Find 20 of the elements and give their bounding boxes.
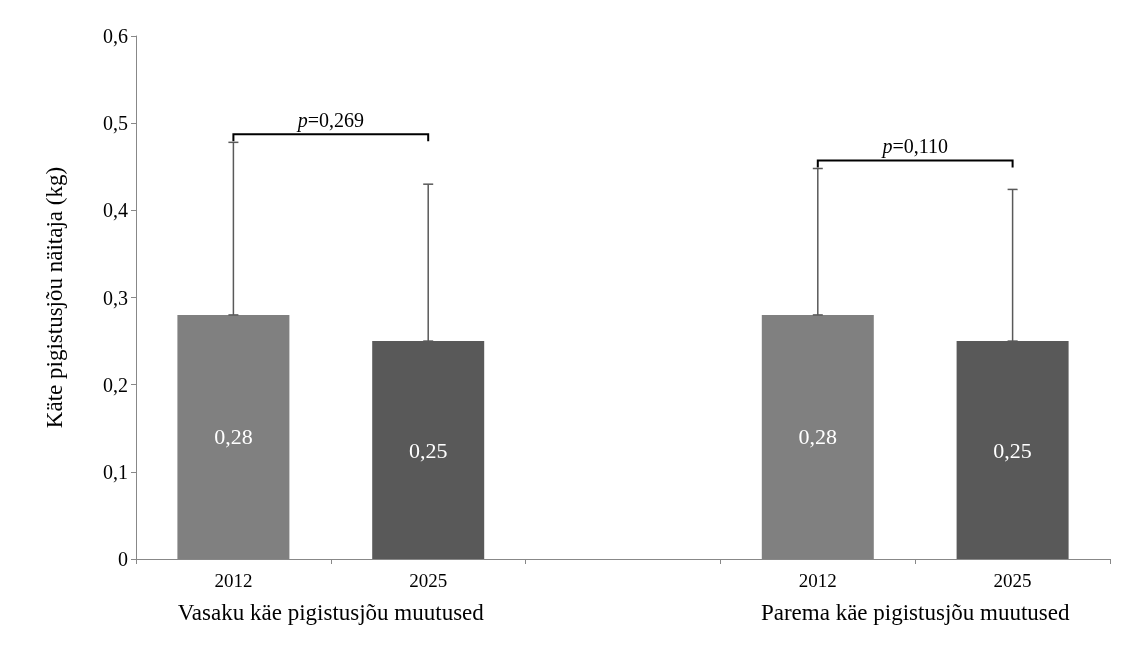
- x-tick-label: 2012: [214, 570, 253, 591]
- x-tick-label: 2012: [798, 570, 837, 591]
- y-axis-title: Käte pigistusjõu näitaja (kg): [42, 166, 67, 429]
- data-label: 0,25: [993, 437, 1032, 463]
- text: Parema käe pigistusjõu muutused: [760, 600, 1070, 625]
- y-tick-label: 0,3: [103, 286, 128, 309]
- y-tick-label: 0,4: [103, 199, 128, 222]
- x-tick-label: 2025: [409, 570, 448, 591]
- y-tick-label: 0,6: [103, 25, 128, 47]
- data-label: 0,28: [214, 424, 253, 450]
- y-tick-label: 0: [118, 548, 128, 570]
- data-label: 0,28: [798, 424, 838, 450]
- y-tick-label: 0,2: [103, 373, 128, 396]
- y-tick-label: 0,1: [103, 460, 128, 483]
- data-label: 0,25: [408, 437, 448, 463]
- x-tick-label: 2025: [993, 570, 1032, 591]
- text: Vasaku käe pigistusjõu muutused: [177, 600, 485, 625]
- y-tick-label: 0,5: [103, 112, 128, 135]
- annotation: p=0,110: [880, 135, 948, 159]
- annotation: p=0,269: [295, 109, 364, 133]
